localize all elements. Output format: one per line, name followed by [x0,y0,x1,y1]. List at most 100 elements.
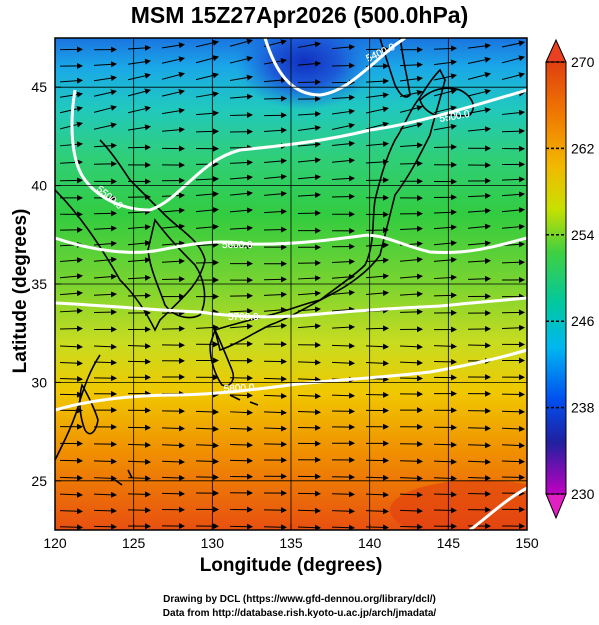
wind-arrow [399,273,423,280]
wind-arrow [331,392,355,399]
wind-arrow [297,376,321,383]
wind-arrow [331,122,355,130]
x-tick-label: 125 [122,535,146,551]
wind-arrow [229,174,253,181]
y-axis-label: Latitude (degrees) [10,208,31,374]
wind-arrow [331,273,355,280]
wind-arrow [127,257,151,264]
wind-arrow [127,458,151,465]
wind-arrow [297,409,321,416]
wind-arrow [59,290,83,297]
wind-arrow [127,105,151,114]
wind-arrow [59,273,83,280]
wind-arrow [263,208,287,215]
cold-core-region [235,38,375,110]
wind-arrow [229,323,253,330]
wind-arrow [297,507,321,514]
y-tick-label: 35 [31,276,47,292]
wind-arrow [195,324,219,331]
wind-arrow [127,274,151,281]
wind-arrow [161,474,185,481]
wind-arrow [467,342,491,349]
wind-arrow [433,240,457,247]
wind-arrow [59,77,83,84]
wind-arrow [297,323,321,330]
wind-arrow [501,425,525,432]
wind-arrow [229,159,253,166]
wind-arrow [501,55,525,64]
wind-arrow [127,124,151,131]
wind-arrow [467,223,491,230]
wind-arrow [433,45,457,52]
wind-arrow [501,474,525,481]
wind-arrow [467,71,491,80]
wind-arrow [297,79,321,86]
wind-arrow [93,343,117,350]
wind-arrow [229,409,253,416]
y-axis: 25 30 35 40 45 [31,79,61,489]
wind-arrow [331,508,355,515]
wind-arrow [195,128,219,135]
wind-arrow [399,89,423,97]
wind-arrow [501,241,525,248]
wind-arrow [161,258,185,265]
wind-arrow [229,112,253,119]
contour-label: 5500.0 [439,109,471,125]
wind-arrow [229,225,253,232]
wind-arrow [195,191,219,198]
wind-arrow [331,360,355,367]
wind-arrow [263,375,287,382]
y-tick-label: 25 [31,473,47,489]
wind-arrow [467,56,491,64]
colorbar-tick-label: 270 [571,54,595,70]
wind-arrow [161,107,185,115]
wind-arrow [297,192,321,199]
contour-label: 5800.0 [224,382,256,395]
wind-arrow [297,174,321,181]
wind-arrow [93,309,117,316]
map-title: MSM 15Z27Apr2026 (500.0hPa) [130,2,469,28]
wind-arrow [331,140,355,147]
wind-arrow [433,224,457,231]
coastline-mainland [55,139,206,332]
wind-arrow [433,343,457,350]
wind-arrow [399,475,423,482]
wind-arrow [127,44,151,51]
wind-arrow [59,105,83,114]
wind-arrow [93,75,117,82]
wind-arrow [59,474,83,481]
wind-arrow [399,343,423,350]
wind-arrow [263,322,287,329]
wind-arrow [161,442,185,449]
wind-arrow [399,105,423,113]
wind-arrow [467,88,491,97]
wind-arrow [93,61,117,68]
wind-arrow [331,306,355,313]
wind-arrow [127,88,151,97]
contour-5500 [70,88,527,212]
colorbar-tick-label: 262 [571,140,595,156]
wind-arrow [59,343,83,350]
wind-arrow [263,409,287,416]
wind-arrow [297,157,321,164]
wind-arrow [195,72,219,81]
map-plot-area: 5400.0 5500.0 5500.0 5600.0 5700.0 5800.… [55,38,527,530]
wind-arrow [331,108,355,115]
wind-arrow [93,491,117,498]
wind-arrow [467,126,491,133]
wind-arrow [433,491,457,498]
wind-arrow [59,376,83,383]
wind-arrow [195,39,219,48]
wind-arrow [195,442,219,449]
x-tick-label: 145 [437,535,461,551]
wind-arrow [331,258,355,265]
wind-arrow [161,276,185,283]
wind-arrow [229,308,253,315]
wind-arrow [195,110,219,117]
contour-layer [55,38,527,530]
wind-arrow [433,209,457,216]
x-tick-label: 130 [201,535,225,551]
wind-arrow [59,325,83,332]
x-tick-label: 140 [358,535,382,551]
wind-arrow [399,61,423,68]
